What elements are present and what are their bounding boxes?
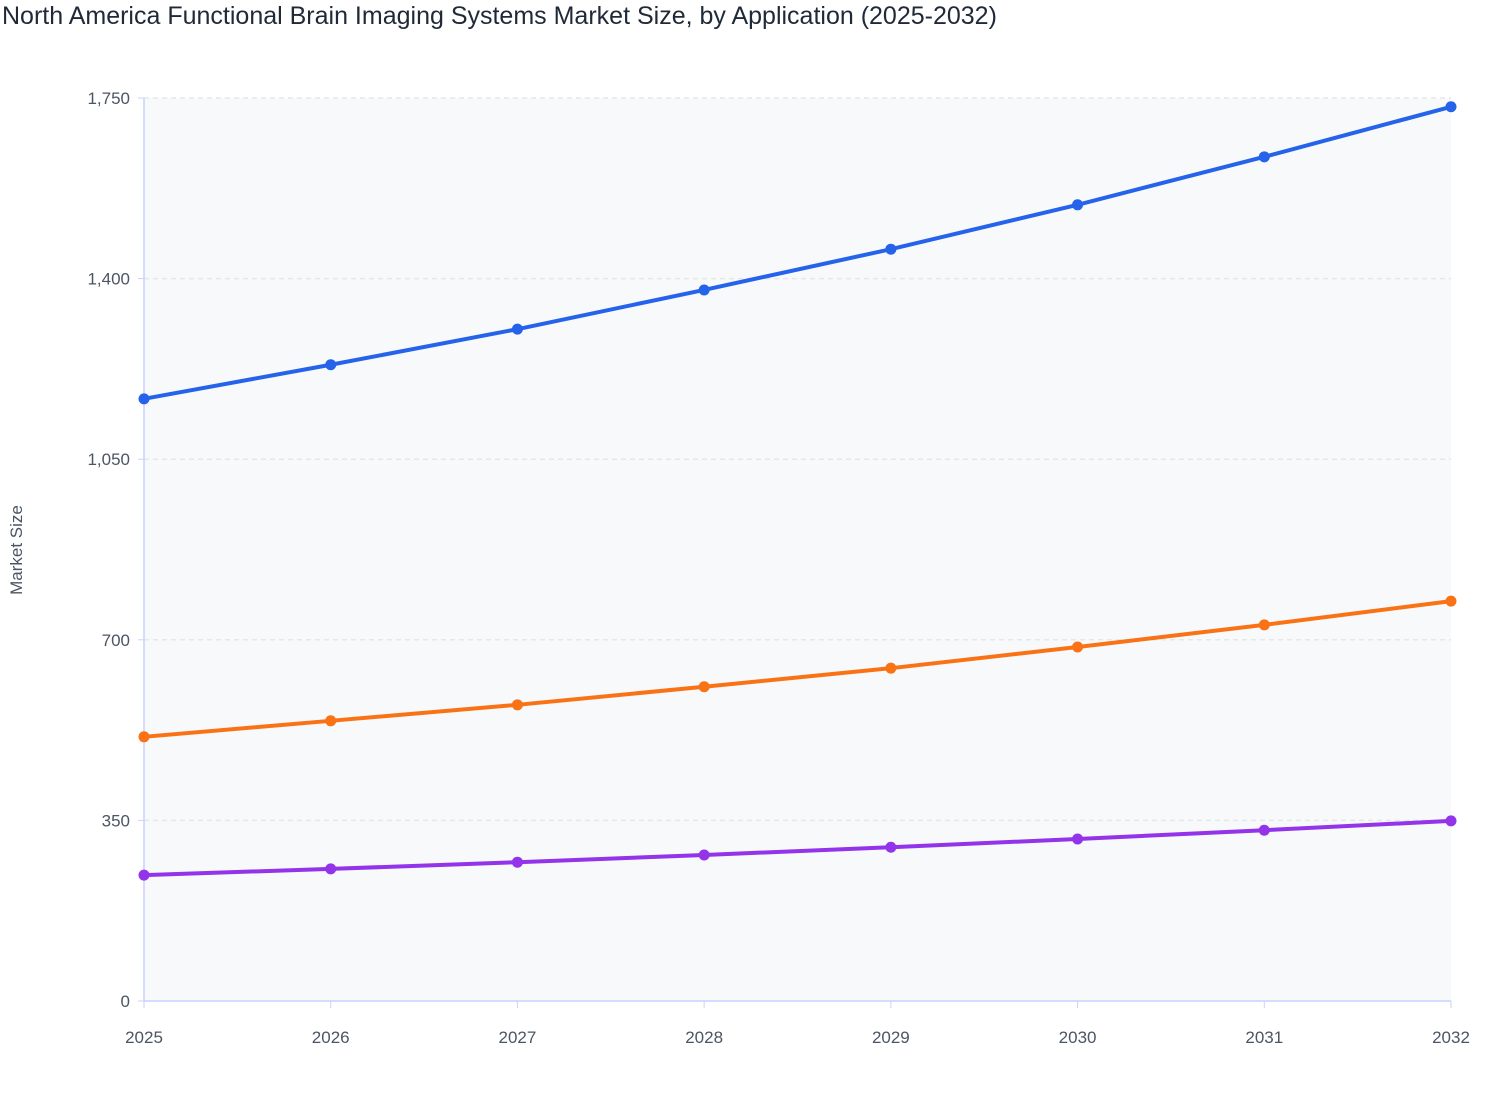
data-point (1445, 595, 1457, 607)
data-point (138, 869, 150, 881)
y-tick-label: 0 (121, 992, 130, 1011)
data-point (1445, 101, 1457, 113)
data-point (698, 849, 710, 861)
data-point (138, 731, 150, 743)
x-tick-label: 2029 (872, 1028, 910, 1047)
data-point (885, 662, 897, 674)
series-line-0 (143, 104, 1452, 401)
data-point (885, 841, 897, 853)
x-tick-label: 2027 (499, 1028, 537, 1047)
data-point (138, 393, 150, 405)
y-tick-label: 700 (102, 631, 130, 650)
data-point (325, 863, 337, 875)
data-point (698, 681, 710, 693)
data-point (511, 323, 523, 335)
series-line-1 (143, 599, 1452, 739)
data-point (1258, 151, 1270, 163)
y-axis-label: Market Size (7, 505, 26, 595)
data-point (698, 284, 710, 296)
data-point (1072, 833, 1084, 845)
data-point (885, 243, 897, 255)
x-tick-label: 2025 (125, 1028, 163, 1047)
chart-title: North America Functional Brain Imaging S… (2, 2, 997, 30)
data-point (511, 699, 523, 711)
x-tick-label: 2026 (312, 1028, 350, 1047)
x-tick-label: 2032 (1432, 1028, 1470, 1047)
data-point (1445, 815, 1457, 827)
y-tick-label: 1,750 (87, 89, 130, 108)
data-point (1258, 824, 1270, 836)
data-point (511, 856, 523, 868)
x-tick-label: 2028 (685, 1028, 723, 1047)
series-line-2 (143, 818, 1452, 878)
y-tick-label: 350 (102, 811, 130, 830)
y-tick-label: 1,050 (87, 450, 130, 469)
data-point (1072, 641, 1084, 653)
x-tick-label: 2030 (1059, 1028, 1097, 1047)
data-point (325, 715, 337, 727)
plot-background (144, 98, 1451, 1001)
data-point (325, 359, 337, 371)
data-point (1072, 199, 1084, 211)
data-point (1258, 619, 1270, 631)
y-tick-label: 1,400 (87, 270, 130, 289)
x-tick-label: 2031 (1245, 1028, 1283, 1047)
